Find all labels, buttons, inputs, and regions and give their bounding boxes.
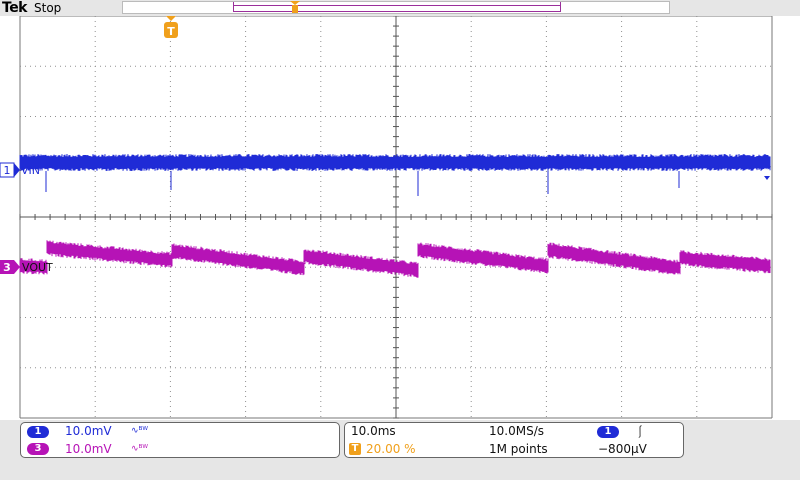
acquisition-status: Stop (34, 1, 62, 15)
record-trigger-marker-icon (290, 1, 300, 13)
time-per-div: 10.0ms (351, 424, 396, 438)
brand-logo: Tek (2, 0, 28, 16)
sample-rate: 10.0MS/s (489, 424, 544, 438)
trigger-position-percent: 20.00 % (366, 442, 416, 456)
ch1-waveform (19, 153, 771, 172)
ch3-waveform (19, 240, 771, 278)
trigger-level: −800µV (598, 442, 647, 456)
ch1-bandwidth-icon: ∿ᴮᵂ (131, 426, 149, 436)
ch3-scale: 10.0mV (65, 442, 112, 456)
record-view-bar[interactable] (122, 1, 670, 14)
vertical-readout-panel[interactable]: 1 10.0mV ∿ᴮᵂ 3 10.0mV ∿ᴮᵂ (20, 422, 340, 458)
trigger-position-badge-icon: T (349, 443, 361, 455)
ch1-badge[interactable]: 1 (27, 426, 49, 438)
trigger-position-icon[interactable]: T (164, 16, 178, 38)
trigger-position-glyph: T (167, 25, 175, 38)
trigger-source-badge[interactable]: 1 (597, 426, 619, 438)
channel-1-marker-number: 1 (4, 164, 11, 177)
channel-3-marker-number: 3 (3, 261, 11, 274)
ch3-bandwidth-icon: ∿ᴮᵂ (131, 444, 149, 454)
record-window-bar (233, 5, 561, 6)
channel-1-marker-icon[interactable]: 1 (0, 162, 20, 178)
slope-rising-icon: ⎰ (634, 425, 647, 439)
ch1-level-arrow-icon (764, 176, 770, 180)
record-length: 1M points (489, 442, 548, 456)
horizontal-trigger-panel[interactable]: 10.0ms T 20.00 % 10.0MS/s 1M points 1 ⎰ … (344, 422, 684, 458)
ch3-label: VOUT (22, 261, 53, 274)
status-bar: Tek Stop (0, 0, 800, 16)
ch1-scale: 10.0mV (65, 424, 112, 438)
readout-bar: 1 10.0mV ∿ᴮᵂ 3 10.0mV ∿ᴮᵂ 10.0ms T 20.00… (0, 420, 800, 480)
ch1-label: VIN (21, 164, 40, 177)
waveform-display[interactable]: T 1 VIN 3 VOUT (0, 16, 800, 420)
ch3-badge[interactable]: 3 (27, 443, 49, 455)
channel-3-marker-icon[interactable]: 3 (0, 260, 20, 274)
ch1-glitch-spikes (45, 171, 680, 196)
record-window-bracket[interactable] (233, 2, 561, 12)
